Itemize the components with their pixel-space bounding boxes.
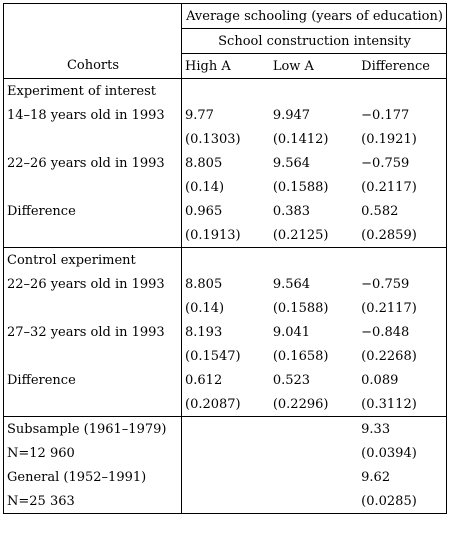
sub-title: School construction intensity xyxy=(181,28,447,54)
cell-high-se: (0.1303) xyxy=(185,131,241,147)
cell-low-se: (0.1588) xyxy=(272,300,329,316)
col-header-low: Low A xyxy=(272,58,314,74)
cell-diff: −0.177 xyxy=(361,107,410,123)
cell-high-se: (0.14) xyxy=(185,179,225,195)
cell-low-se: (0.1588) xyxy=(272,179,329,195)
table-row: N=12 960 (0.0394) xyxy=(3,441,447,465)
cell-low-se: (0.1658) xyxy=(272,348,329,364)
row-label: 14–18 years old in 1993 xyxy=(3,103,182,127)
section-title: Experiment of interest xyxy=(3,78,182,103)
cell-diff-se: (0.3112) xyxy=(361,396,417,412)
cell-diff-se: (0.2859) xyxy=(361,227,417,243)
general-n: N=25 363 xyxy=(3,489,182,514)
cell-diff-se: (0.2117) xyxy=(361,300,417,316)
col-header-high: High A xyxy=(185,58,231,74)
cell-low: 0.523 xyxy=(272,372,311,388)
cell-low-se: (0.2125) xyxy=(272,227,329,243)
general-value: 9.62 xyxy=(361,469,391,485)
cell-low: 9.564 xyxy=(272,276,311,292)
header-corner-2 xyxy=(3,28,182,54)
cell-diff: 0.089 xyxy=(361,372,399,388)
row-label: Difference xyxy=(3,368,182,392)
cell-low: 0.383 xyxy=(272,203,311,219)
cell-high: 0.612 xyxy=(185,372,223,388)
general-se: (0.0285) xyxy=(361,493,417,509)
section-title: Control experiment xyxy=(3,247,182,272)
cell-high-se: (0.1547) xyxy=(185,348,241,364)
cell-low: 9.041 xyxy=(272,324,311,340)
cell-high: 8.805 xyxy=(185,155,223,171)
cell-diff-se: (0.1921) xyxy=(361,131,417,147)
subsample-label: Subsample (1961–1979) xyxy=(3,416,182,441)
col-header-diff: Difference xyxy=(361,58,430,74)
table-row-se: (0.14) (0.1588) (0.2117) xyxy=(3,296,447,320)
cell-high: 0.965 xyxy=(185,203,223,219)
cell-low: 9.947 xyxy=(272,107,311,123)
super-title: Average schooling (years of education) xyxy=(181,3,447,29)
general-label: General (1952–1991) xyxy=(3,465,182,489)
cell-high: 8.193 xyxy=(185,324,223,340)
table-row-se: (0.14) (0.1588) (0.2117) xyxy=(3,175,447,199)
cell-diff: −0.759 xyxy=(361,276,410,292)
table-row-se: (0.2087) (0.2296) (0.3112) xyxy=(3,392,447,417)
table-row: N=25 363 (0.0285) xyxy=(3,489,447,514)
row-label: Difference xyxy=(3,199,182,223)
cell-high: 9.77 xyxy=(185,107,214,123)
table-row: 22–26 years old in 1993 8.805 9.564 −0.7… xyxy=(3,151,447,175)
subsample-value: 9.33 xyxy=(358,416,447,441)
cell-diff: 0.582 xyxy=(361,203,399,219)
cell-low: 9.564 xyxy=(272,155,311,171)
row-label: 27–32 years old in 1993 xyxy=(3,320,182,344)
table-row-se: (0.1547) (0.1658) (0.2268) xyxy=(3,344,447,368)
cell-low-se: (0.2296) xyxy=(272,396,329,412)
row-label-header: Cohorts xyxy=(3,53,182,79)
subsample-se: (0.0394) xyxy=(361,445,417,461)
table-row: 27–32 years old in 1993 8.193 9.041 −0.8… xyxy=(3,320,447,344)
table-row-se: (0.1303) (0.1412) (0.1921) xyxy=(3,127,447,151)
row-label: 22–26 years old in 1993 xyxy=(3,151,182,175)
cell-high-se: (0.2087) xyxy=(185,396,241,412)
table-row: Difference 0.965 0.383 0.582 xyxy=(3,199,447,223)
table-row: General (1952–1991) 9.62 xyxy=(3,465,447,489)
row-label: 22–26 years old in 1993 xyxy=(3,272,182,296)
cell-diff: −0.848 xyxy=(361,324,410,340)
header-corner xyxy=(3,3,182,29)
subsample-n: N=12 960 xyxy=(3,441,182,465)
cell-diff-se: (0.2117) xyxy=(361,179,417,195)
schooling-table: Average schooling (years of education) S… xyxy=(3,3,447,514)
cell-diff: −0.759 xyxy=(361,155,410,171)
cell-diff-se: (0.2268) xyxy=(361,348,417,364)
table-row: 22–26 years old in 1993 8.805 9.564 −0.7… xyxy=(3,272,447,296)
cell-low-se: (0.1412) xyxy=(272,131,329,147)
cell-high-se: (0.1913) xyxy=(185,227,241,243)
table-row-se: (0.1913) (0.2125) (0.2859) xyxy=(3,223,447,248)
table-row: Difference 0.612 0.523 0.089 xyxy=(3,368,447,392)
table-row: Subsample (1961–1979) 9.33 xyxy=(3,416,447,441)
cell-high: 8.805 xyxy=(185,276,223,292)
table-row: 14–18 years old in 1993 9.77 9.947 −0.17… xyxy=(3,103,447,127)
cell-high-se: (0.14) xyxy=(185,300,225,316)
